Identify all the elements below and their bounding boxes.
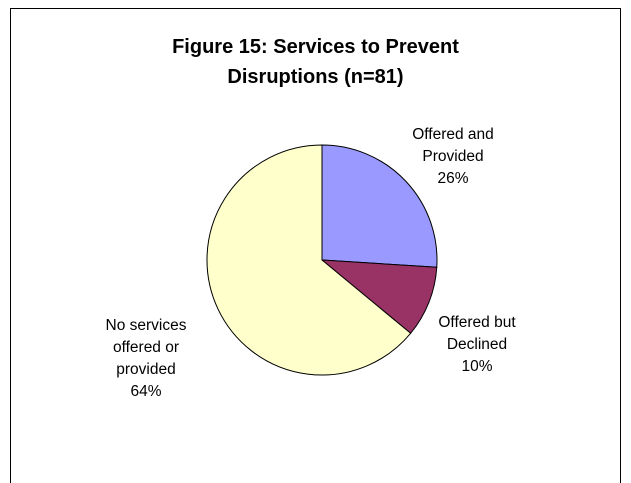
slice-offered-but-declined-label-line: Declined	[447, 336, 507, 353]
chart-title-line-1: Figure 15: Services to Prevent	[172, 36, 459, 58]
slice-offered-and-provided-label: Offered and Provided 26%	[412, 126, 494, 187]
slice-offered-and-provided-label-line: 26%	[437, 170, 468, 187]
slice-no-services-label-line: No services	[106, 317, 187, 334]
slice-no-services-label-line: 64%	[130, 383, 161, 400]
slice-offered-but-declined-label-line: 10%	[461, 358, 492, 375]
slice-offered-but-declined-label: Offered but Declined 10%	[438, 314, 516, 375]
slice-no-services-label-line: provided	[116, 361, 175, 378]
slice-no-services-label-line: offered or	[113, 339, 179, 356]
slice-offered-but-declined	[320, 259, 438, 335]
chart-title-line-2: Disruptions (n=81)	[227, 66, 404, 88]
chart-frame	[10, 8, 621, 483]
slice-no-services-label: No services offered or provided 64%	[106, 317, 187, 400]
slice-offered-but-declined-label-line: Offered but	[438, 314, 516, 331]
slice-offered-and-provided-label-line: Offered and	[412, 126, 494, 143]
slice-offered-and-provided	[321, 144, 438, 268]
slice-no-services	[206, 144, 412, 376]
chart-title: Figure 15: Services to Prevent Disruptio…	[0, 32, 631, 92]
slice-offered-and-provided-label-line: Provided	[422, 148, 483, 165]
